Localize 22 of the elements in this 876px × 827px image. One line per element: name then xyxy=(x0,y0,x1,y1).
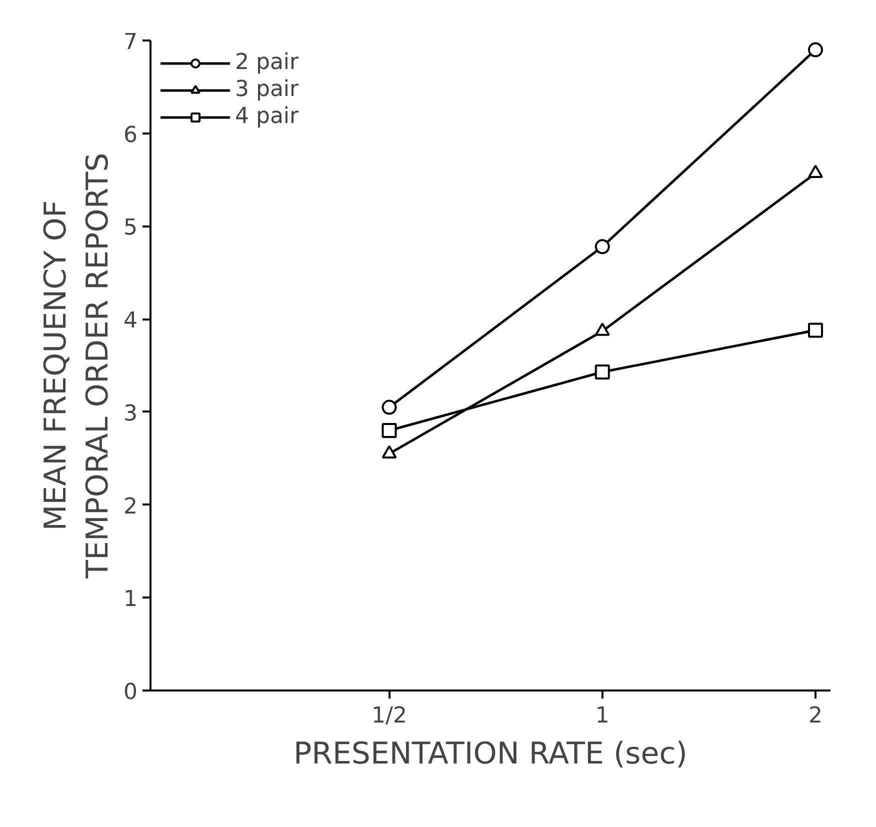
y-tick-label: 5 xyxy=(124,216,138,241)
legend-label: 3 pair xyxy=(235,77,299,102)
legend-label: 2 pair xyxy=(235,50,299,75)
y-tick-label: 7 xyxy=(124,30,138,55)
point xyxy=(382,423,397,438)
y-tick-label: 4 xyxy=(124,308,138,334)
x-tick-label: 1/2 xyxy=(372,704,407,728)
x-axis-title: PRESENTATION RATE (sec) xyxy=(294,736,688,772)
point xyxy=(594,239,610,254)
x-tick-label: 1 xyxy=(595,704,610,728)
point xyxy=(594,364,610,380)
y-tick-label: 3 xyxy=(124,401,138,426)
point xyxy=(808,42,823,58)
y-tick-label: 2 xyxy=(124,494,138,520)
legend-label: 4 pair xyxy=(235,104,299,129)
y-axis-title: MEAN FREQUENCY OF TEMPORAL ORDER REPORTS xyxy=(38,152,116,580)
y-tick-label: 1 xyxy=(124,587,138,612)
x-tick-label: 2 xyxy=(808,704,822,728)
y-tick-label: 0 xyxy=(124,680,138,705)
point xyxy=(382,400,397,415)
point xyxy=(808,322,823,338)
y-tick-label: 6 xyxy=(124,122,138,148)
